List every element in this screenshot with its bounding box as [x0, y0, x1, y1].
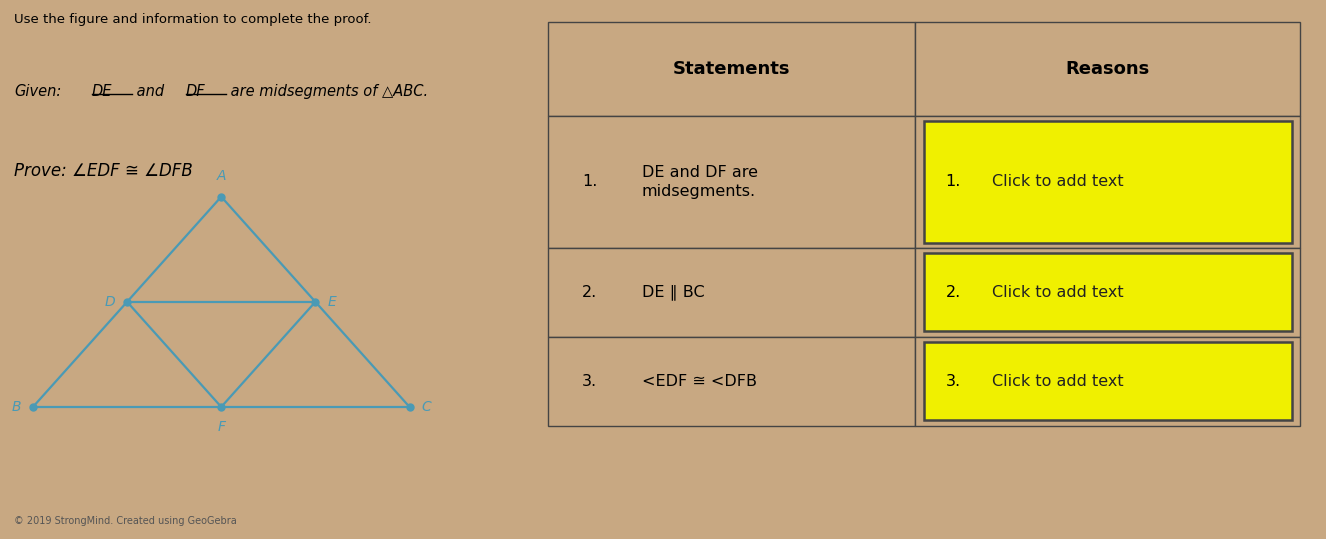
Text: A: A — [216, 169, 225, 183]
FancyBboxPatch shape — [915, 248, 1301, 337]
Text: Reasons: Reasons — [1066, 60, 1150, 78]
Text: Click to add text: Click to add text — [992, 285, 1124, 300]
FancyBboxPatch shape — [924, 121, 1292, 243]
FancyBboxPatch shape — [915, 337, 1301, 426]
Text: <EDF ≅ <DFB: <EDF ≅ <DFB — [642, 374, 757, 389]
Text: 2.: 2. — [582, 285, 597, 300]
FancyBboxPatch shape — [548, 22, 915, 116]
FancyBboxPatch shape — [924, 253, 1292, 331]
Text: F: F — [217, 420, 225, 434]
FancyBboxPatch shape — [548, 248, 915, 337]
FancyBboxPatch shape — [915, 22, 1301, 116]
Text: DE and DF are
midsegments.: DE and DF are midsegments. — [642, 164, 757, 199]
Text: Click to add text: Click to add text — [992, 175, 1124, 189]
FancyBboxPatch shape — [548, 116, 915, 248]
Text: 3.: 3. — [582, 374, 597, 389]
FancyBboxPatch shape — [915, 116, 1301, 248]
Text: DF: DF — [186, 84, 206, 99]
Text: D: D — [105, 295, 115, 309]
Text: Use the figure and information to complete the proof.: Use the figure and information to comple… — [15, 13, 371, 26]
Text: DE: DE — [91, 84, 113, 99]
Text: and: and — [131, 84, 168, 99]
Text: © 2019 StrongMind. Created using GeoGebra: © 2019 StrongMind. Created using GeoGebr… — [15, 515, 237, 526]
Text: Given:: Given: — [15, 84, 61, 99]
Text: B: B — [12, 400, 21, 414]
Text: 3.: 3. — [945, 374, 960, 389]
Text: C: C — [422, 400, 431, 414]
Text: Click to add text: Click to add text — [992, 374, 1124, 389]
Text: 1.: 1. — [945, 175, 961, 189]
Text: Statements: Statements — [672, 60, 790, 78]
Text: are midsegments of △ABC.: are midsegments of △ABC. — [225, 84, 428, 99]
Text: Prove: ∠EDF ≅ ∠DFB: Prove: ∠EDF ≅ ∠DFB — [15, 162, 192, 179]
FancyBboxPatch shape — [924, 342, 1292, 420]
Text: E: E — [328, 295, 335, 309]
Text: 2.: 2. — [945, 285, 960, 300]
Text: 1.: 1. — [582, 175, 597, 189]
FancyBboxPatch shape — [548, 337, 915, 426]
Text: DE ∥ BC: DE ∥ BC — [642, 285, 704, 300]
